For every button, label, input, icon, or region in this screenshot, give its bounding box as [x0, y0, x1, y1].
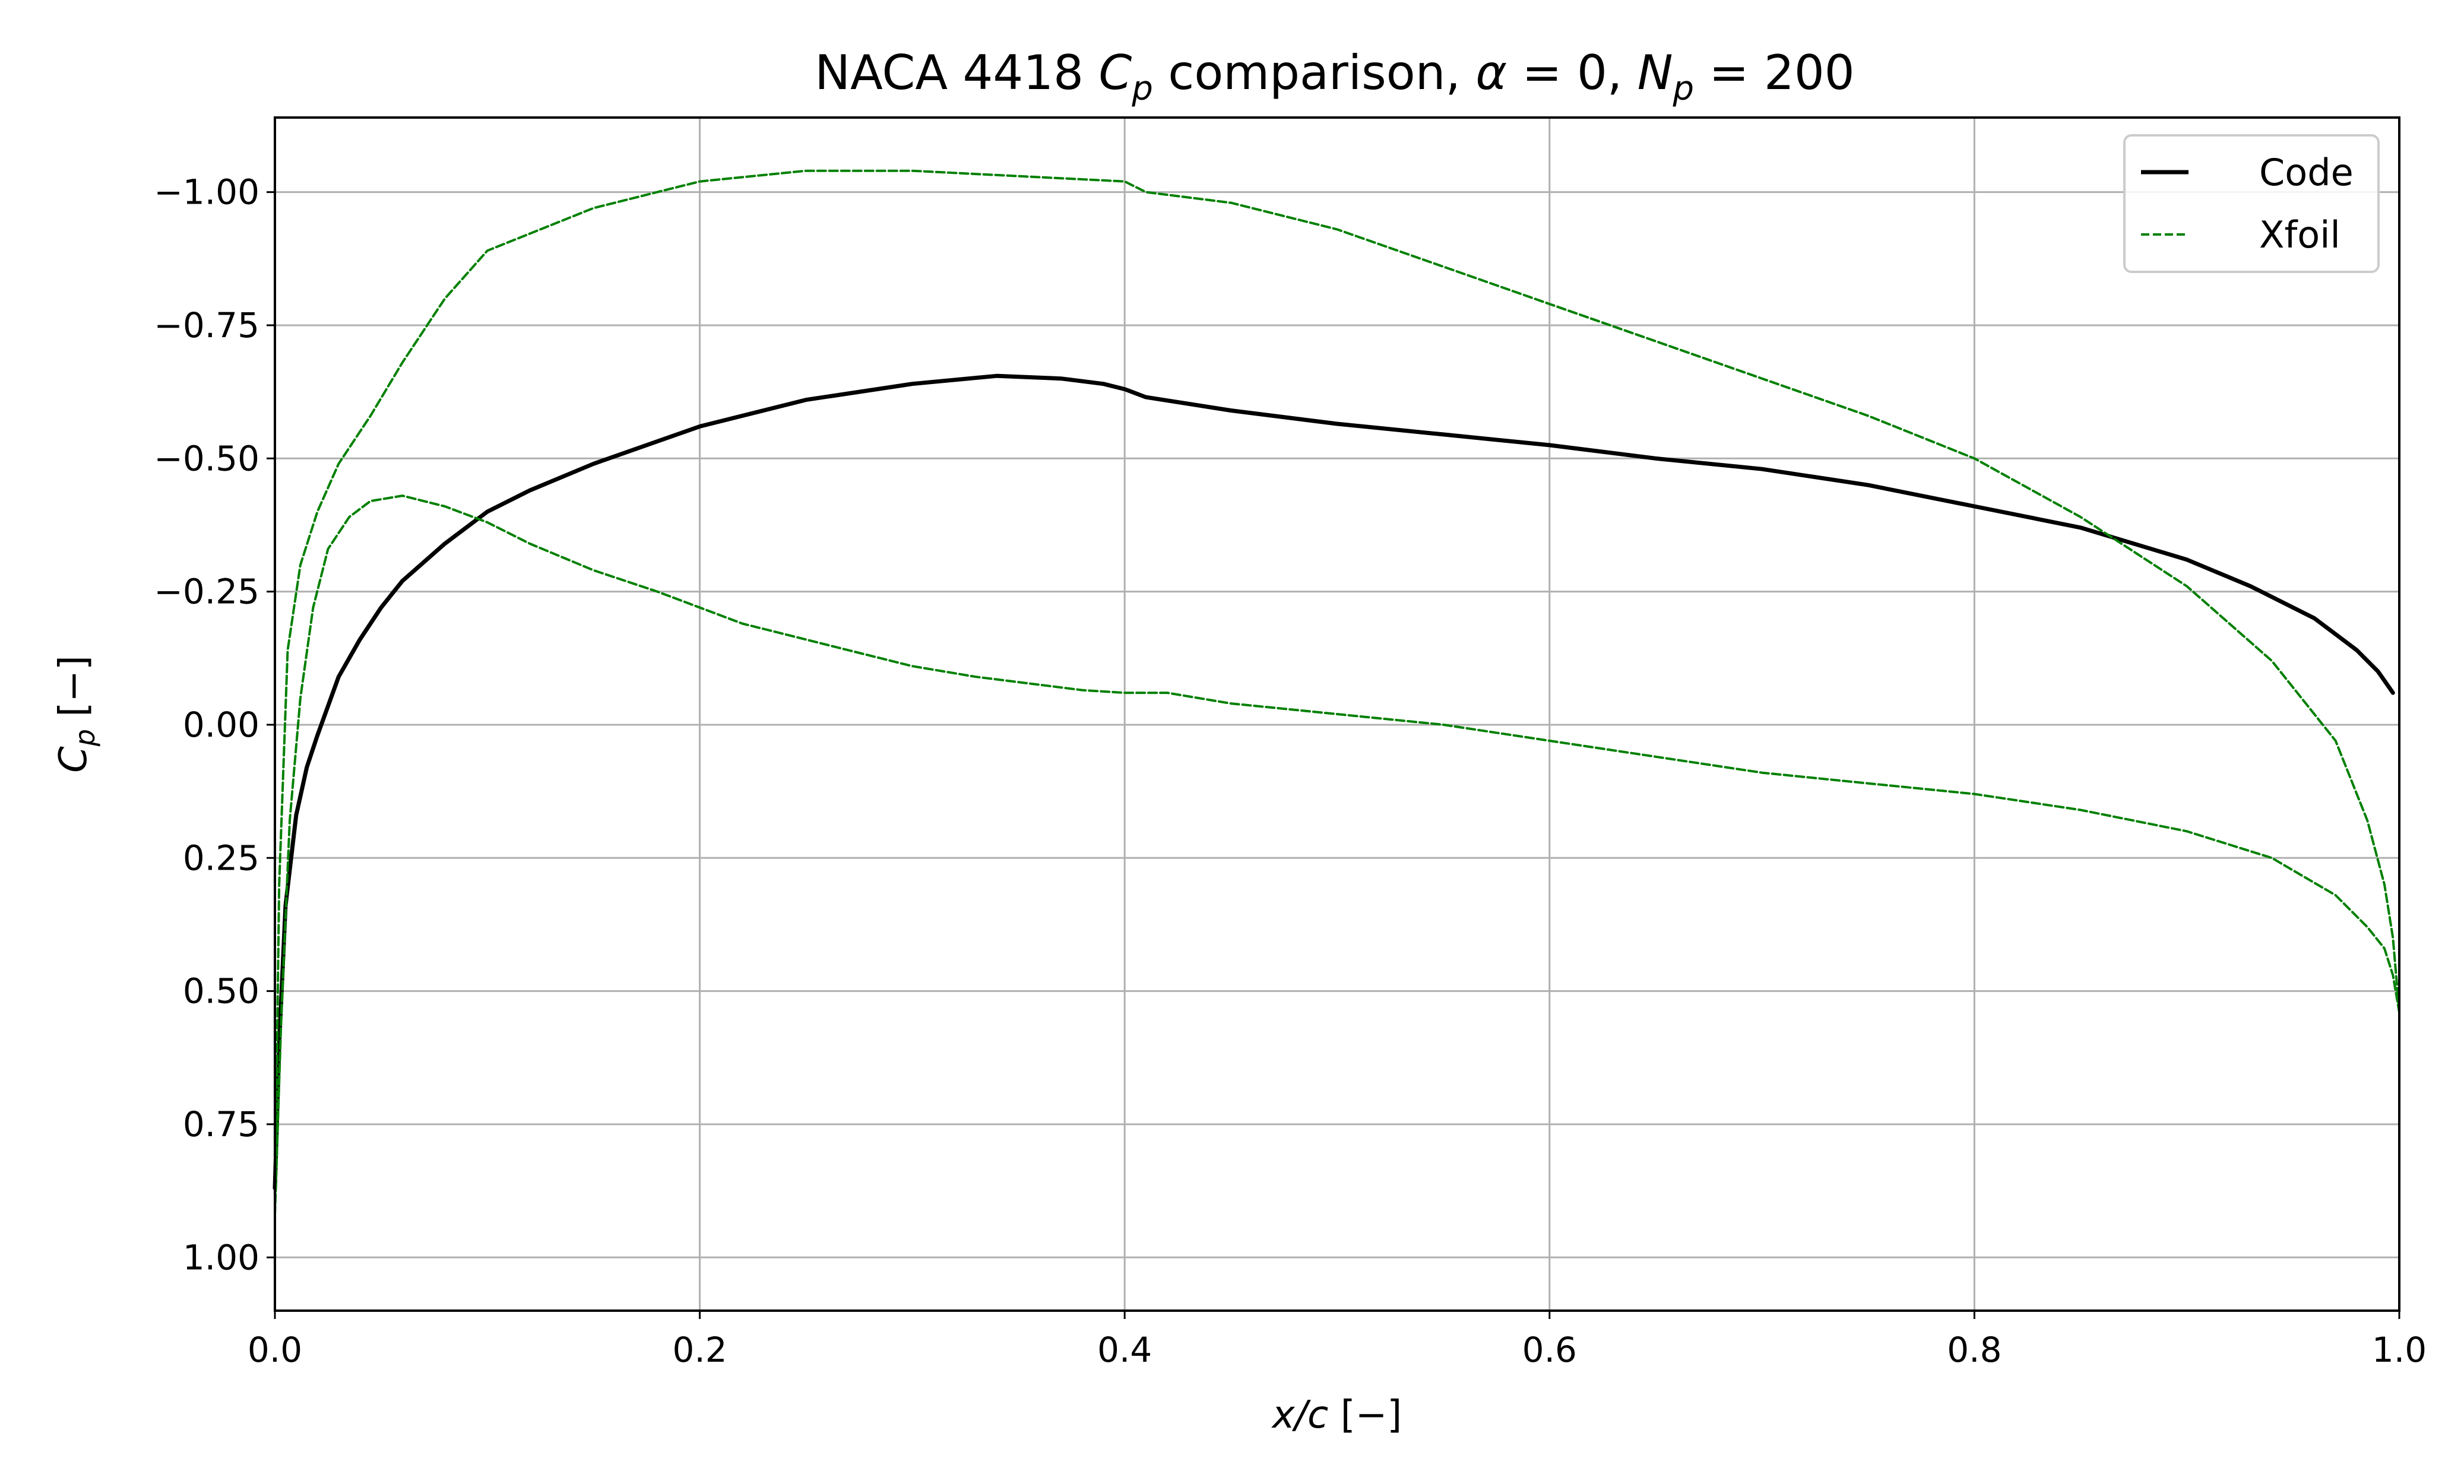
y-tick-label: 1.00 — [183, 1237, 259, 1277]
legend-code-label: Code — [2259, 151, 2354, 194]
axis-ticks: 0.0 0.2 0.4 0.6 0.8 1.0 −1.00 −0.75 −0.50 −0.25 0.… — [154, 172, 2427, 1370]
chart-title: NACA 4418 Cp comparison, α = 0, Np = 200 — [815, 45, 1854, 108]
series-lines — [273, 169, 2400, 1216]
series-code-line — [273, 373, 2395, 1191]
y-axis-label: Cp [−] — [52, 655, 101, 773]
x-axis-label: x/c [−] — [1271, 1393, 1402, 1437]
legend: Code Xfoil — [2123, 134, 2380, 273]
y-tick-label: 0.50 — [183, 971, 259, 1011]
y-tick-label: −0.75 — [154, 305, 259, 345]
y-tick-label: −0.50 — [154, 438, 259, 478]
legend-box — [2123, 134, 2380, 273]
y-tick-label: 0.75 — [183, 1104, 259, 1144]
x-tick-label: 1.0 — [2372, 1330, 2427, 1370]
x-tick-label: 0.2 — [672, 1330, 727, 1370]
y-tick-label: 0.00 — [183, 705, 259, 745]
y-tick-label: −1.00 — [154, 172, 259, 213]
x-tick-label: 0.8 — [1947, 1330, 2001, 1370]
x-tick-label: 0.0 — [248, 1330, 302, 1370]
legend-xfoil-label: Xfoil — [2259, 213, 2341, 256]
series-xfoil-line — [274, 169, 2400, 1216]
x-tick-label: 0.6 — [1522, 1330, 1577, 1370]
x-tick-label: 0.4 — [1097, 1330, 1152, 1370]
y-tick-label: −0.25 — [154, 572, 259, 612]
y-tick-label: 0.25 — [183, 838, 259, 878]
plot-frame — [274, 116, 2400, 1312]
